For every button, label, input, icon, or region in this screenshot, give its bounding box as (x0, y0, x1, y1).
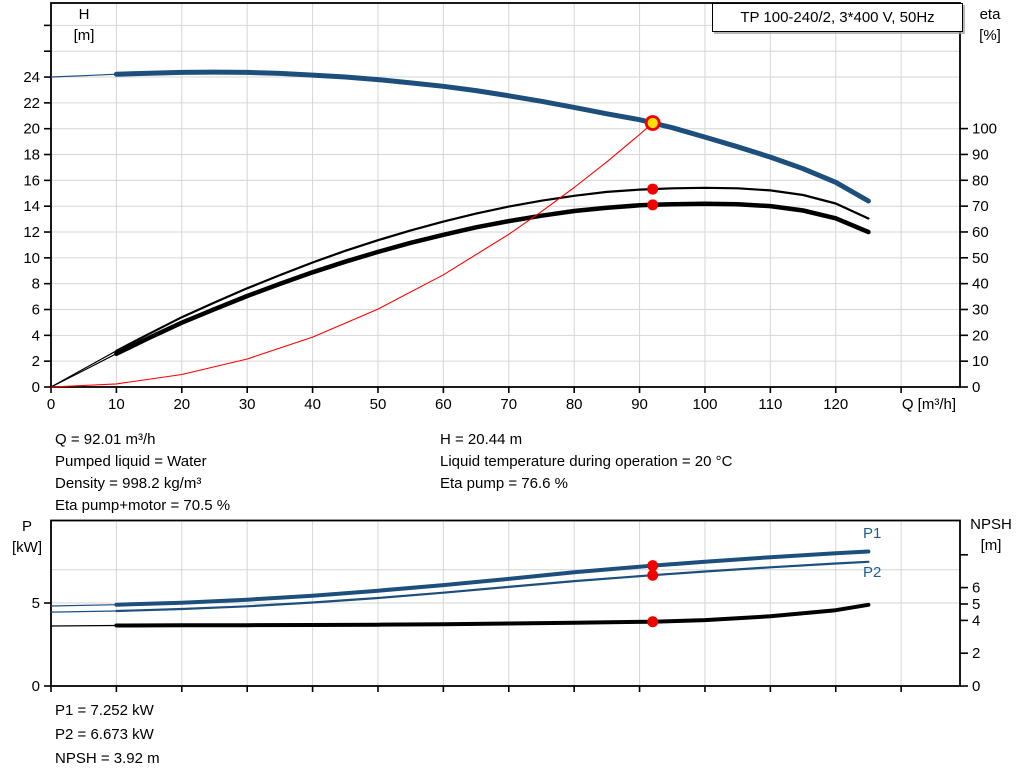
eta-axis-label-unit: [%] (979, 27, 1001, 44)
eta-pump-motor-curve-lead (50, 353, 117, 388)
x-axis-tick-label: 30 (239, 396, 256, 413)
head-curve-lead (50, 73, 117, 78)
stat-line: P1 = 7.252 kW (55, 702, 154, 719)
stat-line: NPSH = 3.92 m (55, 750, 160, 767)
p2-curve (115, 560, 870, 613)
left-axis-tick-label: 0 (32, 678, 40, 695)
right-axis-tick-label: 70 (972, 198, 989, 215)
npsh-axis-label-unit: [m] (980, 537, 1002, 554)
head-curve (113, 69, 871, 204)
eta-axis-label-symbol: eta (979, 6, 1001, 23)
x-axis-tick-label: 100 (692, 396, 717, 413)
left-axis-tick-label: 12 (23, 224, 40, 241)
eta-pump-curve (115, 186, 870, 352)
p1-curve-lead (50, 604, 117, 607)
power-axis-label-unit: [kW] (12, 539, 42, 556)
x-axis-tick-label: 120 (823, 396, 848, 413)
npsh-axis-label: NPSH [m] (958, 514, 1024, 556)
stat-line: Density = 998.2 kg/m³ (55, 475, 202, 492)
eta-pump-point (647, 183, 659, 195)
left-axis-tick-label: 4 (32, 327, 40, 344)
npsh-curve-lead (50, 624, 117, 627)
right-axis-tick-label: 60 (972, 224, 989, 241)
x-axis-tick-label: 50 (370, 396, 387, 413)
left-axis-tick-label: 16 (23, 172, 40, 189)
right-axis-tick-label: 5 (972, 596, 980, 613)
p2-curve-label: P2 (863, 564, 882, 581)
x-axis-tick-label: 70 (500, 396, 517, 413)
stat-line: H = 20.44 m (440, 431, 523, 448)
eta-pump-motor-point (647, 199, 659, 211)
right-axis-tick-label: 20 (972, 327, 989, 344)
stat-line: Pumped liquid = Water (55, 453, 207, 470)
npsh-axis-label-symbol: NPSH (970, 516, 1012, 533)
x-axis-tick-label: 110 (758, 396, 782, 413)
p2-point (647, 569, 659, 581)
power-axis-label: P [kW] (2, 516, 52, 558)
operating-point-stats-right: H = 20.44 m Liquid temperature during ope… (440, 429, 732, 495)
system-curve (50, 122, 654, 388)
x-axis-tick-label: 80 (566, 396, 583, 413)
right-axis-tick-label: 50 (972, 250, 989, 267)
x-axis-title: Q [m³/h] (902, 396, 956, 413)
stat-line: Eta pump+motor = 70.5 % (55, 497, 231, 514)
x-axis-tick-label: 0 (47, 396, 55, 413)
right-axis-tick-label: 2 (972, 645, 980, 662)
p1-curve-label: P1 (863, 525, 882, 542)
stat-line: Q = 92.01 m³/h (55, 431, 156, 448)
stat-line: P2 = 6.673 kW (55, 726, 154, 743)
right-axis-tick-label: 30 (972, 301, 989, 318)
x-axis-tick-label: 60 (435, 396, 452, 413)
p1-point (647, 560, 659, 572)
left-axis-tick-label: 2 (32, 353, 40, 370)
right-axis-tick-label: 80 (972, 172, 989, 189)
qh-eta-chart: 0246810121416182022240102030405060708090… (23, 2, 997, 413)
p2-curve-lead (50, 610, 117, 613)
x-axis-tick-label: 20 (173, 396, 190, 413)
right-axis-tick-label: 100 (972, 121, 997, 138)
head-axis-label-symbol: H (78, 6, 90, 23)
x-axis-tick-label: 40 (304, 396, 321, 413)
head-axis-label: H [m] (60, 4, 108, 46)
left-axis-tick-label: 22 (23, 95, 40, 112)
x-axis-tick-label: 90 (631, 396, 648, 413)
npsh-curve (114, 602, 871, 628)
duty-point[interactable] (644, 115, 661, 131)
right-axis-tick-label: 90 (972, 146, 989, 163)
right-axis-tick-label: 40 (972, 276, 989, 293)
right-axis-tick-label: 0 (972, 379, 980, 396)
head-axis-label-unit: [m] (73, 27, 95, 44)
right-axis-tick-label: 0 (972, 678, 980, 695)
p1-curve (114, 549, 871, 607)
x-axis-tick-label: 10 (108, 396, 125, 413)
plot-border (50, 2, 961, 388)
left-axis-tick-label: 20 (23, 121, 40, 138)
stat-line: Eta pump = 76.6 % (440, 475, 568, 492)
right-axis-tick-label: 4 (972, 612, 980, 629)
npsh-point (647, 616, 659, 628)
right-axis-tick-label: 6 (972, 580, 980, 597)
power-npsh-stats: P1 = 7.252 kW P2 = 6.673 kW NPSH = 3.92 m (55, 699, 160, 771)
left-axis-tick-label: 14 (23, 198, 40, 215)
left-axis-tick-label: 6 (32, 302, 40, 319)
left-axis-tick-label: 10 (23, 250, 40, 267)
left-axis-tick-label: 18 (23, 147, 40, 164)
eta-pump-motor-curve (114, 201, 871, 356)
eta-axis-label: eta [%] (962, 4, 1018, 46)
right-axis-tick-label: 10 (972, 353, 989, 370)
stat-line: Liquid temperature during operation = 20… (440, 453, 733, 470)
operating-point-stats-left: Q = 92.01 m³/h Pumped liquid = Water Densi… (55, 429, 230, 517)
left-axis-tick-label: 8 (32, 276, 40, 293)
pump-title-box: TP 100-240/2, 3*400 V, 50Hz (712, 3, 963, 32)
left-axis-tick-label: 5 (32, 595, 40, 612)
power-axis-label-symbol: P (21, 518, 32, 535)
left-axis-tick-label: 24 (23, 69, 40, 86)
left-axis-tick-label: 0 (32, 379, 40, 396)
